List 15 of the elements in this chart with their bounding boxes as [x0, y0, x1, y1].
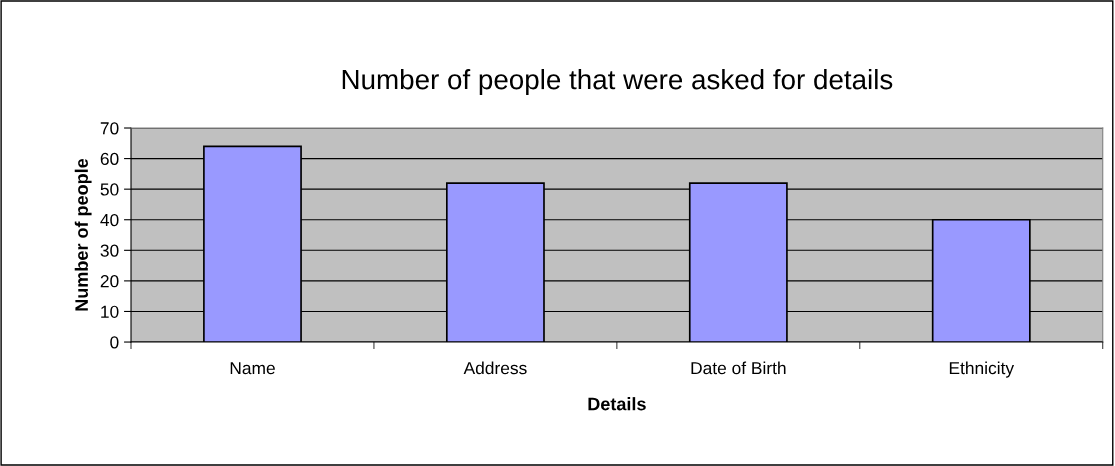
y-tick-label: 10	[101, 305, 119, 318]
y-tick-label: 50	[100, 183, 119, 196]
x-axis-title: Details	[588, 397, 646, 411]
y-tick-label: 40	[100, 213, 119, 227]
x-tick-label: Address	[463, 361, 527, 375]
chart-title: Number of people that were asked for details	[342, 68, 893, 95]
y-tick-label: 60	[100, 152, 119, 166]
x-tick-label: Ethnicity	[949, 361, 1015, 378]
y-tick-label: 0	[110, 336, 119, 349]
x-tick-label: Date of Birth	[691, 361, 786, 375]
y-axis-title: Number of people	[74, 158, 92, 311]
y-tick-label: 20	[100, 275, 119, 288]
y-tick-label: 30	[100, 244, 119, 257]
y-tick-label: 70	[100, 122, 119, 135]
x-tick-label: Name	[230, 362, 275, 375]
